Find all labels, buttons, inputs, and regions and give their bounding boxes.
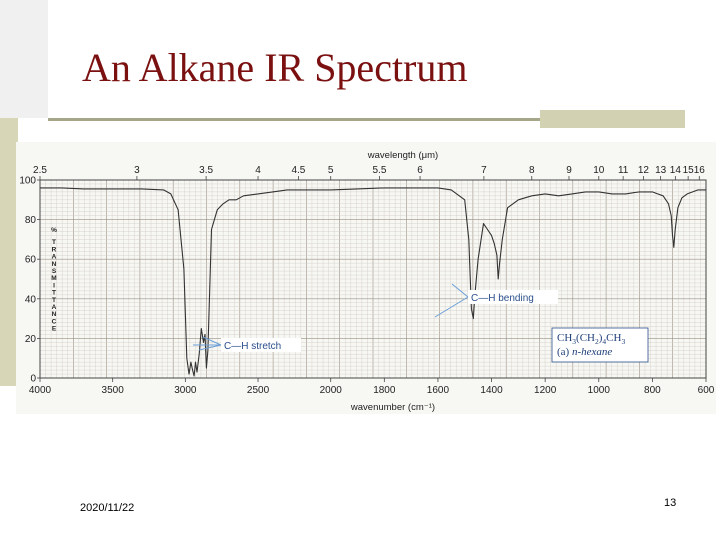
compound-formula: CH3(CH2)4CH3 bbox=[557, 332, 625, 346]
wavelength-tick-label: 9 bbox=[566, 165, 572, 176]
wavelength-tick-label: 4 bbox=[255, 165, 261, 176]
annotation-ch-stretch: C—H stretch bbox=[193, 336, 301, 352]
x-tick-label: 1600 bbox=[427, 385, 450, 396]
decor-title-rule bbox=[48, 118, 540, 121]
wavelength-tick-label: 13 bbox=[655, 165, 667, 176]
y-tick-label: 0 bbox=[30, 374, 36, 385]
wavelength-tick-label: 11 bbox=[618, 165, 629, 176]
chart-background bbox=[16, 142, 716, 414]
y-tick-label: 100 bbox=[19, 176, 36, 187]
wavelength-tick-label: 6 bbox=[417, 165, 423, 176]
wavelength-axis-title: wavelength (μm) bbox=[367, 150, 438, 161]
x-tick-label: 2500 bbox=[247, 385, 270, 396]
decor-right-block bbox=[540, 110, 685, 128]
compound-name: (a) n-hexane bbox=[557, 346, 612, 358]
slide-title: An Alkane IR Spectrum bbox=[82, 45, 468, 90]
wavelength-tick-label: 16 bbox=[694, 165, 706, 176]
wavelength-tick-label: 15 bbox=[683, 165, 695, 176]
stretch-arrow-3 bbox=[202, 336, 222, 346]
wavelength-tick-label: 14 bbox=[670, 165, 682, 176]
bending-label: C—H bending bbox=[471, 293, 534, 304]
x-tick-label: 1800 bbox=[373, 385, 396, 396]
wavelength-tick-label: 2.5 bbox=[33, 165, 47, 176]
x-tick-label: 1000 bbox=[588, 385, 611, 396]
stretch-label: C—H stretch bbox=[224, 341, 281, 352]
decor-left-strip bbox=[0, 118, 18, 386]
wavelength-tick-label: 3 bbox=[134, 165, 140, 176]
axis-ticks: 4000 3500 3000 2500 2000 1800 1600 1400 1200 1000… bbox=[19, 165, 714, 396]
wavenumber-axis-title: wavenumber (cm⁻¹) bbox=[350, 402, 435, 413]
stretch-arrow-1 bbox=[198, 344, 222, 351]
spectrum-series-line bbox=[40, 187, 706, 377]
wavelength-tick-label: 7 bbox=[481, 165, 487, 176]
y-tick-label: 20 bbox=[25, 334, 37, 345]
x-tick-label: 3500 bbox=[102, 385, 125, 396]
x-tick-label: 800 bbox=[644, 385, 661, 396]
y-tick-label: 60 bbox=[25, 255, 37, 266]
ir-spectrum-chart: 4000 3500 3000 2500 2000 1800 1600 1400 1200 1000… bbox=[16, 142, 716, 414]
stretch-label-box bbox=[221, 338, 301, 352]
slide-date: 2020/11/22 bbox=[80, 502, 135, 514]
compound-label: CH3(CH2)4CH3 (a) n-hexane bbox=[551, 327, 649, 363]
wavelength-tick-label: 5.5 bbox=[372, 165, 386, 176]
y-tick-label: 80 bbox=[25, 215, 37, 226]
x-tick-label: 2000 bbox=[320, 385, 343, 396]
y-axis-title: % T R A N S M I T T A N C E bbox=[51, 227, 57, 333]
wavelength-tick-label: 3.5 bbox=[199, 165, 213, 176]
decor-left-panel bbox=[0, 0, 48, 118]
compound-label-box bbox=[551, 327, 649, 363]
wavelength-tick-label: 5 bbox=[328, 165, 334, 176]
y-tick-label: 40 bbox=[25, 294, 37, 305]
slide-page-number: 13 bbox=[664, 497, 677, 509]
x-tick-label: 4000 bbox=[29, 385, 52, 396]
bending-arrow-2 bbox=[451, 283, 469, 298]
x-tick-label: 600 bbox=[698, 385, 715, 396]
x-tick-label: 3000 bbox=[174, 385, 197, 396]
plot-frame bbox=[39, 179, 707, 379]
wavelength-tick-label: 8 bbox=[529, 165, 535, 176]
wavelength-tick-label: 4.5 bbox=[291, 165, 305, 176]
bending-arrow-1 bbox=[434, 296, 469, 318]
x-tick-label: 1200 bbox=[534, 385, 557, 396]
x-tick-label: 1400 bbox=[480, 385, 503, 396]
wavelength-tick-label: 10 bbox=[593, 165, 605, 176]
bending-label-box bbox=[468, 290, 558, 304]
wavelength-tick-label: 12 bbox=[638, 165, 650, 176]
annotation-ch-bending: C—H bending bbox=[434, 283, 558, 318]
